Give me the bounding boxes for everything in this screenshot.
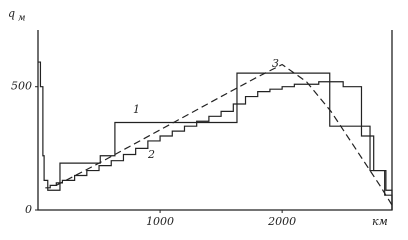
- x-axis-label: км: [372, 215, 388, 228]
- series-line: [56, 63, 393, 206]
- axes-frame: [37, 30, 393, 211]
- chart: q м км 0 500 1000 2000 1 2 3: [8, 7, 393, 228]
- series-line: [45, 81, 393, 210]
- y-tick-label: 0: [25, 203, 32, 216]
- series-label: 2: [147, 148, 155, 161]
- series-line: [38, 61, 393, 210]
- y-tick-label: 500: [11, 80, 32, 93]
- series-label: 1: [133, 103, 140, 116]
- series-label: 3: [272, 57, 279, 70]
- x-tick-label: 2000: [267, 215, 296, 228]
- x-tick-label: 1000: [146, 215, 174, 228]
- y-axis-label: q: [8, 7, 15, 20]
- y-axis-label-sub: м: [18, 14, 25, 24]
